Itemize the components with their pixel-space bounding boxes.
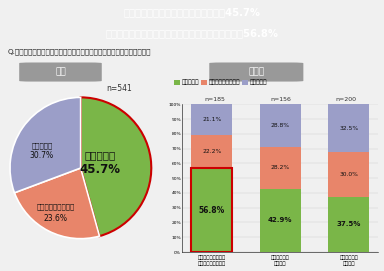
Text: 不安がある: 不安がある (85, 150, 116, 160)
Bar (328, 152, 369, 197)
Text: 28.8%: 28.8% (271, 123, 290, 128)
Text: n=185: n=185 (205, 97, 225, 102)
Wedge shape (81, 97, 151, 236)
Bar (328, 104, 369, 152)
Text: 28.2%: 28.2% (271, 165, 290, 170)
Text: n=156: n=156 (270, 97, 291, 102)
Text: どちらともいえない: どちらともいえない (37, 204, 75, 210)
Bar (191, 135, 232, 168)
Wedge shape (15, 168, 99, 239)
Text: 21.1%: 21.1% (202, 117, 222, 122)
Text: 【ソロ終活】「死後に不安がある」が45.7%: 【ソロ終活】「死後に不安がある」が45.7% (124, 7, 260, 17)
Text: 23.6%: 23.6% (44, 214, 68, 223)
Text: 56.8%: 56.8% (199, 206, 225, 215)
Bar (191, 168, 232, 252)
Text: 30.7%: 30.7% (30, 151, 54, 160)
Text: 45.7%: 45.7% (80, 163, 121, 176)
Text: 全体: 全体 (55, 67, 66, 76)
Text: 状況別: 状況別 (248, 67, 264, 76)
Text: n=200: n=200 (335, 97, 356, 102)
Text: 32.5%: 32.5% (339, 126, 358, 131)
Text: n=541: n=541 (107, 84, 132, 93)
Text: Q.いすれはおひとりで死期を迎えることに対して、不安を感じますか？: Q.いすれはおひとりで死期を迎えることに対して、不安を感じますか？ (8, 48, 151, 55)
Text: おひとりさま予備軍においては特に不安度が高く、56.8%: おひとりさま予備軍においては特に不安度が高く、56.8% (106, 28, 278, 38)
Text: 37.5%: 37.5% (337, 221, 361, 227)
Bar (260, 189, 301, 252)
Text: 42.9%: 42.9% (268, 217, 293, 223)
FancyBboxPatch shape (19, 63, 102, 82)
Wedge shape (10, 97, 81, 193)
Text: 30.0%: 30.0% (339, 172, 358, 177)
Text: 不安はない: 不安はない (31, 142, 52, 149)
Bar (260, 105, 301, 147)
Bar (191, 104, 232, 135)
FancyBboxPatch shape (209, 63, 303, 82)
Text: 22.2%: 22.2% (202, 149, 222, 154)
Bar (328, 197, 369, 252)
Bar (191, 168, 232, 252)
Bar (260, 147, 301, 189)
Legend: 不安がある, どちらともいえない, 不安はない: 不安がある, どちらともいえない, 不安はない (172, 78, 270, 88)
